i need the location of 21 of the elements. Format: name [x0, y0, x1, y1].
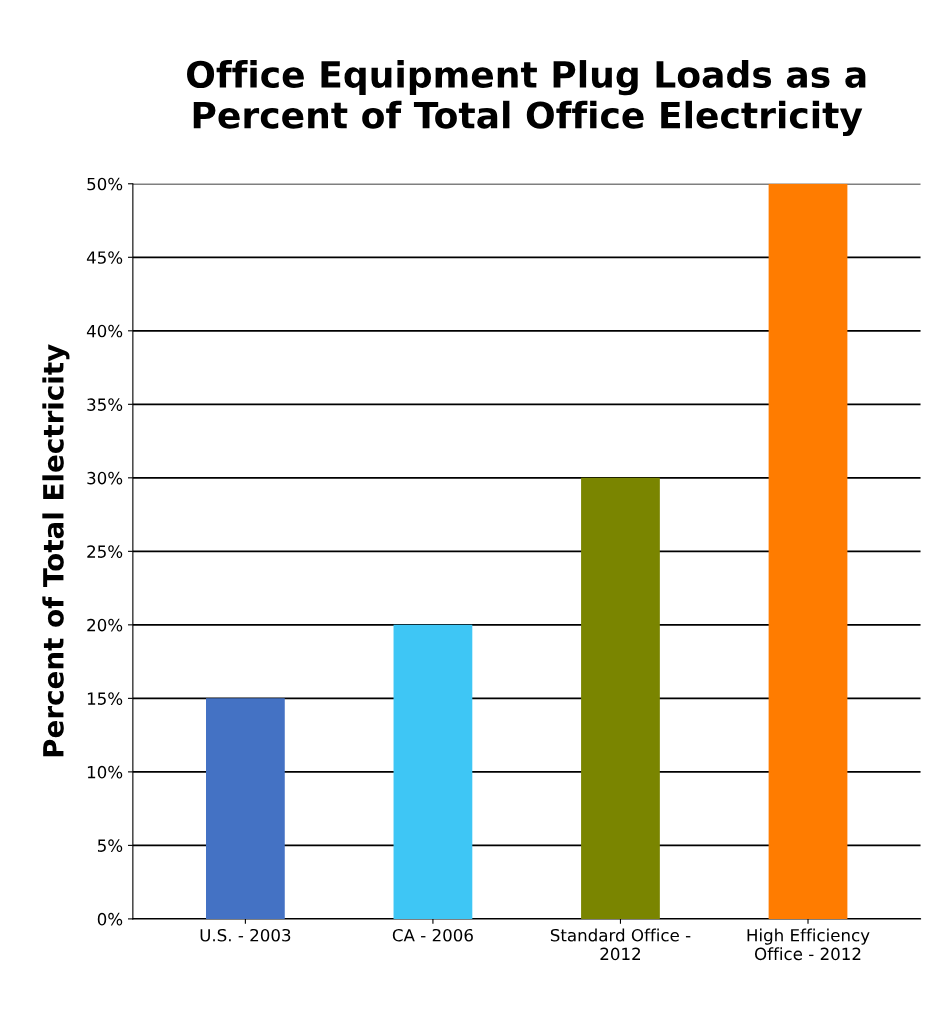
- y-tick-label: 35%: [87, 398, 123, 411]
- y-tick-label: 45%: [86, 251, 123, 264]
- bar: [206, 698, 285, 919]
- bar: [581, 477, 660, 919]
- y-tick-label: 0%: [97, 912, 123, 926]
- y-tick-label: 40%: [86, 324, 123, 338]
- y-tick-label: 25%: [87, 545, 123, 558]
- y-axis-title: Percent of Total Electricity: [42, 344, 70, 757]
- y-tick-label: 10%: [87, 765, 123, 779]
- x-tick-label: U.S. - 2003: [200, 928, 291, 942]
- chart-title: Office Equipment Plug Loads as a Percent of Total Office Electricity: [187, 60, 866, 137]
- y-tick-label: 5%: [97, 839, 123, 852]
- y-tick-label: 20%: [87, 618, 123, 632]
- y-tick-label: 50%: [87, 177, 123, 191]
- bar: [768, 183, 848, 919]
- x-tick-label: High Efficiency Office - 2012: [747, 928, 870, 961]
- x-tick-label: Standard Office - 2012: [550, 928, 691, 961]
- x-tick-label: CA - 2006: [392, 928, 473, 942]
- y-tick-label: 15%: [87, 692, 123, 705]
- bar: [393, 624, 473, 919]
- y-tick-label: 30%: [87, 471, 123, 485]
